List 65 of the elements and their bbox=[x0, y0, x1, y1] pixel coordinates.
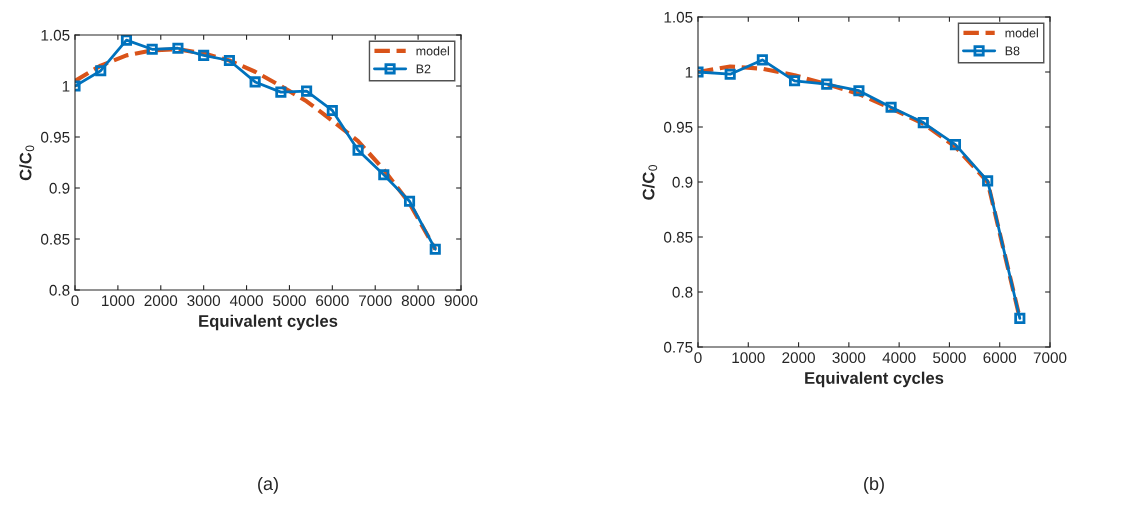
y-tick-label: 1.05 bbox=[41, 29, 70, 41]
legend-label: B8 bbox=[1005, 46, 1020, 56]
x-tick-label: 7000 bbox=[359, 295, 392, 307]
point bbox=[756, 54, 768, 66]
point bbox=[223, 54, 235, 67]
y-tick-label: 0.85 bbox=[41, 233, 70, 245]
point bbox=[378, 169, 390, 181]
x-tick-label: 7000 bbox=[1033, 352, 1067, 364]
x-tick-label: 9000 bbox=[444, 295, 478, 307]
legend-label: B2 bbox=[416, 64, 431, 74]
x-tick-label: 8000 bbox=[401, 295, 435, 307]
point bbox=[1014, 312, 1026, 324]
text: (a) bbox=[258, 476, 278, 494]
x-tick-label: 6000 bbox=[983, 352, 1017, 364]
x-tick-label: 3000 bbox=[187, 295, 221, 307]
y-tick-label: 1.05 bbox=[664, 11, 693, 23]
x-axis-title: Equivalent cycles bbox=[199, 314, 338, 331]
y-tick-label: 0.75 bbox=[664, 341, 693, 353]
y-tick-label: 1 bbox=[685, 67, 693, 78]
point bbox=[885, 101, 897, 113]
x-axis-title: Equivalent cycles bbox=[805, 371, 944, 388]
y-axis-title: C/C$_{0}$ bbox=[19, 145, 35, 181]
point bbox=[326, 104, 338, 117]
y-tick-label: 0.95 bbox=[664, 121, 693, 133]
x-tick-label: 3000 bbox=[832, 352, 866, 364]
x-tick-label: 0 bbox=[694, 352, 702, 364]
y-tick-label: 0.9 bbox=[672, 176, 693, 188]
point bbox=[198, 49, 210, 61]
point bbox=[352, 144, 364, 156]
point bbox=[275, 86, 287, 98]
text: (b) bbox=[864, 476, 884, 494]
point bbox=[172, 42, 184, 54]
x-tick-label: 2000 bbox=[144, 295, 178, 307]
x-tick-label: 4000 bbox=[882, 352, 916, 364]
point bbox=[301, 85, 313, 97]
point bbox=[249, 76, 261, 88]
x-tick-label: 2000 bbox=[782, 352, 815, 364]
y-tick-label: 0.95 bbox=[41, 131, 70, 143]
point bbox=[788, 75, 801, 87]
y-tick-label: 0.9 bbox=[49, 182, 70, 194]
x-tick-label: 4000 bbox=[229, 295, 263, 307]
x-tick-label: 5000 bbox=[273, 295, 306, 307]
legend-label: model bbox=[416, 46, 449, 56]
point bbox=[95, 65, 107, 77]
x-tick-label: 6000 bbox=[316, 295, 349, 307]
point bbox=[429, 243, 441, 255]
point bbox=[146, 43, 158, 55]
x-tick-label: 1000 bbox=[732, 352, 765, 364]
point bbox=[949, 139, 962, 151]
x-tick-label: 0 bbox=[71, 295, 79, 307]
point bbox=[982, 175, 994, 187]
point bbox=[853, 85, 865, 97]
y-tick-label: 0.85 bbox=[664, 231, 693, 243]
point bbox=[821, 78, 833, 90]
y-tick-label: 0.8 bbox=[49, 284, 70, 296]
x-tick-label: 1000 bbox=[102, 295, 135, 307]
point bbox=[403, 195, 416, 207]
legend-label: model bbox=[1005, 28, 1038, 38]
point bbox=[120, 35, 133, 46]
y-tick-label: 0.8 bbox=[672, 286, 693, 298]
x-tick-label: 5000 bbox=[933, 352, 966, 364]
y-axis-title: C/C$_{0}$ bbox=[642, 164, 658, 200]
point bbox=[724, 68, 736, 80]
point bbox=[917, 117, 929, 129]
y-tick-label: 1 bbox=[62, 81, 70, 92]
